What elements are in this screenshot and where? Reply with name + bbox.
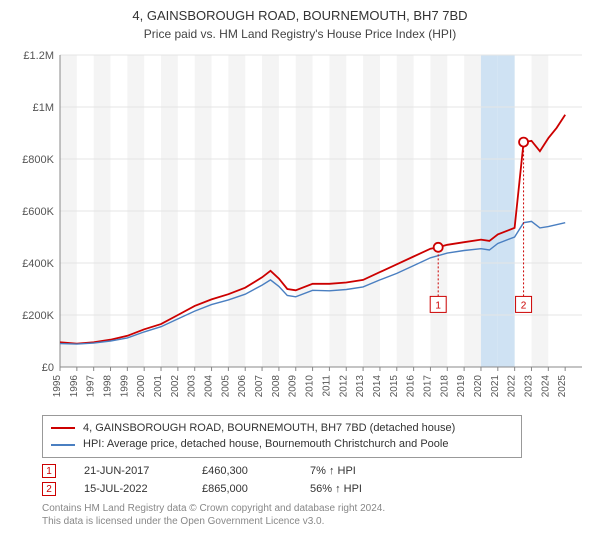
svg-text:2016: 2016 bbox=[406, 374, 417, 397]
svg-text:£600K: £600K bbox=[22, 206, 54, 218]
legend: 4, GAINSBOROUGH ROAD, BOURNEMOUTH, BH7 7… bbox=[42, 415, 522, 458]
dp-date-2: 15-JUL-2022 bbox=[84, 483, 174, 495]
chart-title: 4, GAINSBOROUGH ROAD, BOURNEMOUTH, BH7 7… bbox=[12, 8, 588, 25]
svg-text:£200K: £200K bbox=[22, 310, 54, 322]
legend-label-1: 4, GAINSBOROUGH ROAD, BOURNEMOUTH, BH7 7… bbox=[83, 420, 455, 437]
svg-text:2011: 2011 bbox=[321, 374, 332, 396]
svg-text:£400K: £400K bbox=[22, 258, 54, 270]
svg-text:2004: 2004 bbox=[204, 374, 215, 397]
svg-text:2001: 2001 bbox=[153, 374, 164, 397]
svg-text:2019: 2019 bbox=[456, 374, 467, 397]
svg-text:2014: 2014 bbox=[372, 374, 383, 397]
footer-line-1: Contains HM Land Registry data © Crown c… bbox=[42, 502, 588, 515]
legend-item-1: 4, GAINSBOROUGH ROAD, BOURNEMOUTH, BH7 7… bbox=[51, 420, 513, 437]
svg-text:2003: 2003 bbox=[187, 374, 198, 397]
footer-line-2: This data is licensed under the Open Gov… bbox=[42, 515, 588, 528]
legend-swatch-1 bbox=[51, 427, 75, 429]
svg-text:2009: 2009 bbox=[288, 374, 299, 397]
marker-badge-2: 2 bbox=[42, 482, 56, 496]
marker-badge-1: 1 bbox=[42, 464, 56, 478]
svg-text:£1.2M: £1.2M bbox=[23, 50, 54, 62]
svg-text:2: 2 bbox=[521, 300, 527, 311]
footer: Contains HM Land Registry data © Crown c… bbox=[42, 502, 588, 528]
svg-text:2010: 2010 bbox=[305, 374, 316, 397]
data-points: 1 21-JUN-2017 £460,300 7% ↑ HPI 2 15-JUL… bbox=[42, 464, 588, 496]
svg-text:2007: 2007 bbox=[254, 374, 265, 397]
svg-text:1998: 1998 bbox=[103, 374, 114, 397]
svg-text:2008: 2008 bbox=[271, 374, 282, 397]
svg-text:2024: 2024 bbox=[540, 374, 551, 397]
svg-text:1: 1 bbox=[435, 300, 441, 311]
svg-text:2022: 2022 bbox=[507, 374, 518, 397]
svg-text:2006: 2006 bbox=[237, 374, 248, 397]
svg-text:2021: 2021 bbox=[490, 374, 501, 397]
dp-date-1: 21-JUN-2017 bbox=[84, 465, 174, 477]
chart-subtitle: Price paid vs. HM Land Registry's House … bbox=[12, 27, 588, 41]
svg-text:£800K: £800K bbox=[22, 154, 54, 166]
chart-area: £0 £200K £400K £600K £800K £1M £1.2M 1995 1996 19… bbox=[12, 47, 588, 409]
dp-price-2: £865,000 bbox=[202, 483, 282, 495]
legend-swatch-2 bbox=[51, 444, 75, 446]
data-point-row: 1 21-JUN-2017 £460,300 7% ↑ HPI bbox=[42, 464, 588, 478]
svg-text:2002: 2002 bbox=[170, 374, 181, 397]
container: 4, GAINSBOROUGH ROAD, BOURNEMOUTH, BH7 7… bbox=[0, 0, 600, 560]
svg-text:£1M: £1M bbox=[33, 102, 54, 114]
svg-text:2013: 2013 bbox=[355, 374, 366, 397]
svg-text:2017: 2017 bbox=[422, 374, 433, 397]
line-chart-svg: £0 £200K £400K £600K £800K £1M £1.2M 1995 1996 19… bbox=[12, 47, 588, 409]
svg-text:2018: 2018 bbox=[439, 374, 450, 397]
legend-item-2: HPI: Average price, detached house, Bour… bbox=[51, 436, 513, 453]
svg-text:1995: 1995 bbox=[52, 374, 63, 397]
svg-text:2000: 2000 bbox=[136, 374, 147, 397]
svg-text:2015: 2015 bbox=[389, 374, 400, 397]
legend-label-2: HPI: Average price, detached house, Bour… bbox=[83, 436, 448, 453]
svg-text:1996: 1996 bbox=[69, 374, 80, 397]
svg-text:1997: 1997 bbox=[86, 374, 97, 397]
data-point-row: 2 15-JUL-2022 £865,000 56% ↑ HPI bbox=[42, 482, 588, 496]
svg-text:2025: 2025 bbox=[557, 374, 568, 397]
svg-text:1999: 1999 bbox=[119, 374, 130, 397]
dp-pct-1: 7% ↑ HPI bbox=[310, 465, 400, 477]
svg-text:2020: 2020 bbox=[473, 374, 484, 397]
dp-pct-2: 56% ↑ HPI bbox=[310, 483, 400, 495]
dp-price-1: £460,300 bbox=[202, 465, 282, 477]
svg-text:2023: 2023 bbox=[523, 374, 534, 397]
svg-text:2012: 2012 bbox=[338, 374, 349, 397]
svg-text:£0: £0 bbox=[42, 362, 54, 374]
svg-text:2005: 2005 bbox=[220, 374, 231, 397]
